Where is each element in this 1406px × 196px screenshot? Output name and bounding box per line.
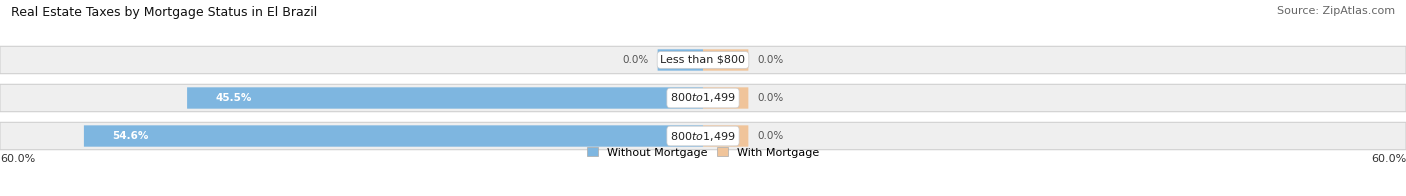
- Text: Less than $800: Less than $800: [661, 55, 745, 65]
- Text: $800 to $1,499: $800 to $1,499: [671, 130, 735, 142]
- Text: 0.0%: 0.0%: [758, 93, 783, 103]
- Text: 45.5%: 45.5%: [215, 93, 252, 103]
- FancyBboxPatch shape: [703, 49, 748, 71]
- Text: 60.0%: 60.0%: [1371, 154, 1406, 164]
- Text: $800 to $1,499: $800 to $1,499: [671, 92, 735, 104]
- Text: 0.0%: 0.0%: [623, 55, 648, 65]
- FancyBboxPatch shape: [84, 125, 703, 147]
- FancyBboxPatch shape: [187, 87, 703, 109]
- Text: 60.0%: 60.0%: [0, 154, 35, 164]
- FancyBboxPatch shape: [0, 122, 1406, 150]
- FancyBboxPatch shape: [658, 49, 703, 71]
- Text: 0.0%: 0.0%: [758, 55, 783, 65]
- Legend: Without Mortgage, With Mortgage: Without Mortgage, With Mortgage: [588, 147, 818, 158]
- Text: Source: ZipAtlas.com: Source: ZipAtlas.com: [1277, 6, 1395, 16]
- Text: Real Estate Taxes by Mortgage Status in El Brazil: Real Estate Taxes by Mortgage Status in …: [11, 6, 318, 19]
- FancyBboxPatch shape: [703, 87, 748, 109]
- FancyBboxPatch shape: [0, 46, 1406, 74]
- FancyBboxPatch shape: [0, 84, 1406, 112]
- FancyBboxPatch shape: [703, 125, 748, 147]
- Text: 54.6%: 54.6%: [112, 131, 149, 141]
- Text: 0.0%: 0.0%: [758, 131, 783, 141]
